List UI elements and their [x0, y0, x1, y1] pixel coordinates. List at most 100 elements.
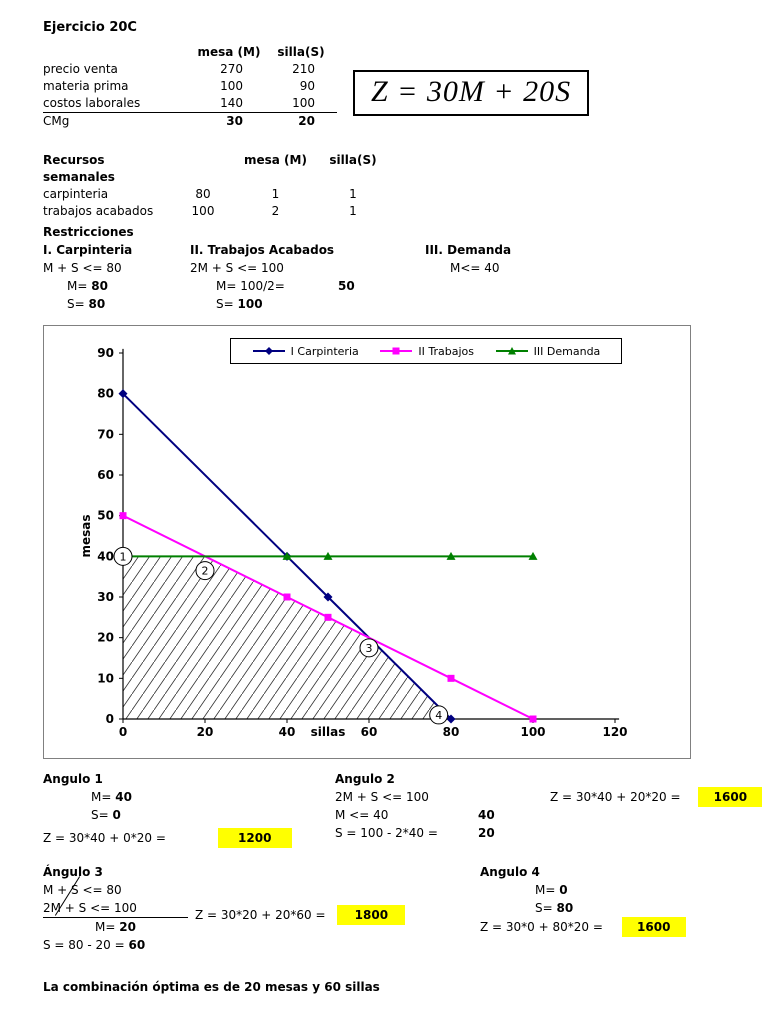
value: 40 — [115, 790, 132, 804]
cell-value: 1 — [349, 204, 357, 218]
legend-line-icon — [252, 347, 285, 355]
chart-legend: I Carpinteria II Trabajos III Demanda — [230, 338, 622, 364]
restriction-1-title: I. Carpinteria — [43, 243, 133, 257]
angulo-2-result: 1600 — [698, 787, 763, 807]
restriction-2-s: S= 100 — [216, 297, 263, 311]
diamond-marker — [323, 592, 333, 602]
triangle-marker — [323, 551, 333, 560]
diamond-marker — [446, 714, 456, 724]
angulo-2-eq1: 2M + S <= 100 — [335, 790, 429, 804]
corner-number: 1 — [120, 550, 127, 563]
equation: S = 80 - 20 = — [43, 938, 125, 952]
x-axis-title: sillas — [311, 725, 346, 739]
resources-spacer — [178, 152, 228, 186]
label: S= — [535, 901, 553, 915]
square-marker-icon — [392, 347, 400, 355]
y-tick-label: 60 — [97, 468, 114, 482]
corner-circle — [195, 561, 215, 581]
angulo-4-s: S= 80 — [480, 899, 760, 917]
legend-label: II Trabajos — [418, 344, 475, 358]
square-marker — [447, 674, 455, 682]
y-tick-label: 40 — [97, 549, 114, 563]
legend-line-icon — [380, 347, 413, 355]
cell-value: 140 — [220, 96, 243, 110]
angulo-2-eq2: M <= 40 40 — [335, 806, 545, 824]
angulo-4-z: Z = 30*0 + 80*20 = 1600 — [480, 917, 760, 937]
x-tick-label: 100 — [520, 725, 545, 739]
value: 80 — [88, 297, 106, 311]
equation: S = 100 - 2*40 = — [335, 826, 438, 840]
objective-function-text: Z = 30M + 20S — [371, 75, 572, 108]
resources-title: Recursos semanales — [43, 153, 115, 184]
angulo-4-m: M= 0 — [480, 881, 760, 899]
x-tick-label: 40 — [279, 725, 296, 739]
y-tick-label: 90 — [97, 346, 114, 360]
diamond-marker-icon — [264, 347, 273, 355]
cell-value: 100 — [292, 96, 315, 110]
angulo-3-title: Ángulo 3 — [43, 865, 103, 879]
value: 20 — [478, 826, 495, 840]
worksheet-page: Ejercicio 20C mesa (M) silla(S) precio v… — [0, 0, 768, 994]
angulo-1-block: Angulo 1 M= 40 S= 0 Z = 30*40 + 0*20 = 1… — [43, 770, 343, 848]
restriction-2-m: M= 100/2= 50 — [216, 279, 386, 293]
label: M= — [95, 920, 116, 934]
z-equation: Z = 30*0 + 80*20 = — [480, 920, 603, 934]
label: S= — [91, 808, 109, 822]
value: 50 — [338, 279, 355, 293]
resources-header-mesa: mesa (M) — [244, 153, 307, 167]
angulo-1-m: M= 40 — [43, 788, 343, 806]
cell-value-cmg: 20 — [265, 112, 337, 130]
lp-chart: 0 20 40 60 80 100 120 0 10 20 30 40 50 60 70 80 90 sillas… — [43, 325, 691, 759]
conclusion-text: La combinación óptima es de 20 mesas y 6… — [43, 980, 380, 994]
corner-circle — [113, 546, 133, 566]
row-label: carpinteria — [43, 187, 109, 201]
cell-value: 80 — [195, 187, 211, 201]
value: 0 — [112, 808, 121, 822]
cell-value: 100 — [220, 79, 243, 93]
y-tick-label: 20 — [97, 631, 114, 645]
row-label: costos laborales — [43, 96, 141, 110]
value: 80 — [556, 901, 574, 915]
cell-value: 210 — [292, 62, 315, 76]
x-tick-label: 60 — [361, 725, 378, 739]
label: M= — [67, 279, 88, 293]
restriction-2-equation: 2M + S <= 100 — [190, 261, 284, 275]
value: 0 — [559, 883, 568, 897]
chart-plot-area: 0 20 40 60 80 100 120 0 10 20 30 40 50 60 70 80 90 sillas… — [79, 346, 628, 739]
label: S= — [67, 297, 85, 311]
y-tick-label: 0 — [106, 712, 114, 726]
z-equation: Z = 30*40 + 0*20 = — [43, 831, 166, 845]
y-tick-label: 50 — [97, 509, 114, 523]
restriction-1-s: S= 80 — [67, 297, 105, 311]
angulo-1-z: Z = 30*40 + 0*20 = 1200 — [43, 828, 343, 848]
corner-number: 4 — [435, 709, 442, 722]
corner-circle — [359, 638, 379, 658]
cost-table-corner — [43, 44, 193, 61]
value: 40 — [478, 808, 495, 822]
angulo-3-m: M= 20 — [43, 918, 203, 936]
angulo-2-block: Angulo 2 2M + S <= 100 M <= 40 40 S = 10… — [335, 770, 545, 842]
legend-label: I Carpinteria — [290, 344, 359, 358]
y-tick-label: 80 — [97, 387, 114, 401]
restriction-1-equation: M + S <= 80 — [43, 261, 122, 275]
corner-circle — [429, 705, 449, 725]
cell-value: 270 — [220, 62, 243, 76]
angulo-1-s: S= 0 — [43, 806, 343, 824]
angulo-3-s: S = 80 - 20 = 60 — [43, 936, 203, 954]
equation: M <= 40 — [335, 808, 389, 822]
x-tick-label: 120 — [602, 725, 627, 739]
angulo-1-result: 1200 — [217, 828, 292, 848]
cell-value-cmg: 30 — [193, 112, 265, 130]
x-tick-label: 20 — [197, 725, 214, 739]
resources-table: Recursos semanales mesa (M) silla(S) car… — [43, 152, 383, 220]
cost-table-header-silla: silla(S) — [277, 45, 325, 59]
y-axis-title: mesas — [79, 514, 93, 557]
corner-number: 2 — [202, 565, 209, 578]
cell-value: 90 — [299, 79, 315, 93]
angulo-2-z: Z = 30*40 + 20*20 = 1600 — [550, 787, 768, 807]
label: M= — [91, 790, 112, 804]
cost-table-header-mesa: mesa (M) — [197, 45, 261, 59]
square-marker — [283, 593, 291, 601]
row-label: materia prima — [43, 79, 129, 93]
restriction-1-m: M= 80 — [67, 279, 108, 293]
